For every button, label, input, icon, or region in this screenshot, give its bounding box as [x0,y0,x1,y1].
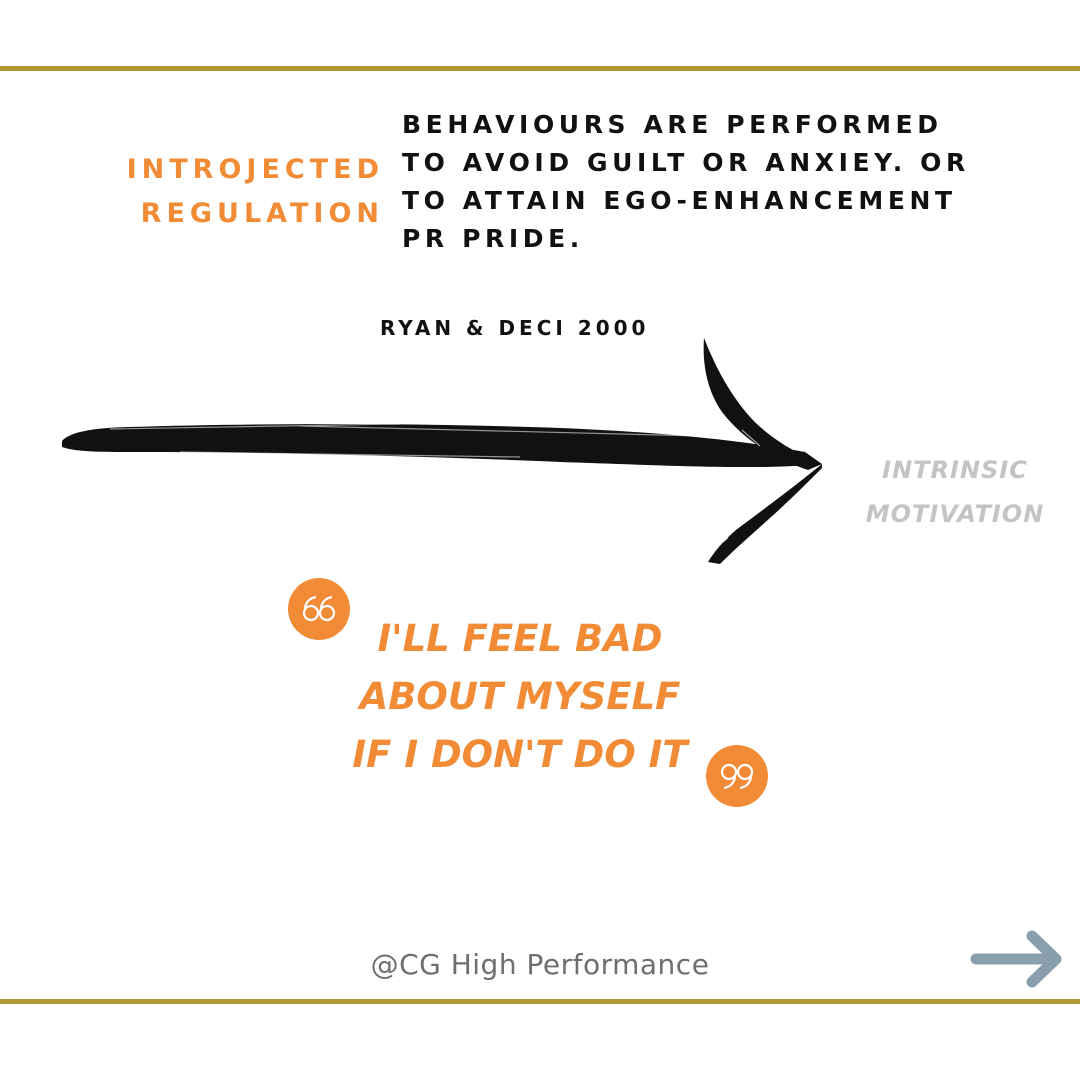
definition-line: BEHAVIOURS ARE PERFORMED [402,110,943,139]
footer-handle: @CG High Performance [370,948,710,981]
definition-text: BEHAVIOURS ARE PERFORMED TO AVOID GUILT … [402,106,1072,258]
citation: RYAN & DECI 2000 [380,316,650,340]
term-line: INTROJECTED [126,154,384,185]
endpoint-line: MOTIVATION [865,500,1045,528]
quote-line: I'LL FEEL BAD [377,617,663,660]
definition-line: TO AVOID GUILT OR ANXIEY. OR [402,148,970,177]
quote-line: ABOUT MYSELF [359,675,681,718]
term-line: REGULATION [140,198,384,229]
right-arrow-icon[interactable] [968,928,1068,990]
top-divider [0,66,1080,71]
close-quote-icon [706,745,768,807]
quote-text: I'LL FEEL BAD ABOUT MYSELF IF I DON'T DO… [300,610,740,784]
quote-line: IF I DON'T DO IT [352,733,688,776]
definition-line: TO ATTAIN EGO-ENHANCEMENT [402,186,957,215]
open-quote-icon [288,578,350,640]
endpoint-label: INTRINSIC MOTIVATION [840,448,1070,536]
bottom-divider [0,999,1080,1004]
definition-line: PR PRIDE. [402,224,584,253]
term-heading: INTROJECTED REGULATION [127,148,384,236]
endpoint-line: INTRINSIC [882,456,1028,484]
